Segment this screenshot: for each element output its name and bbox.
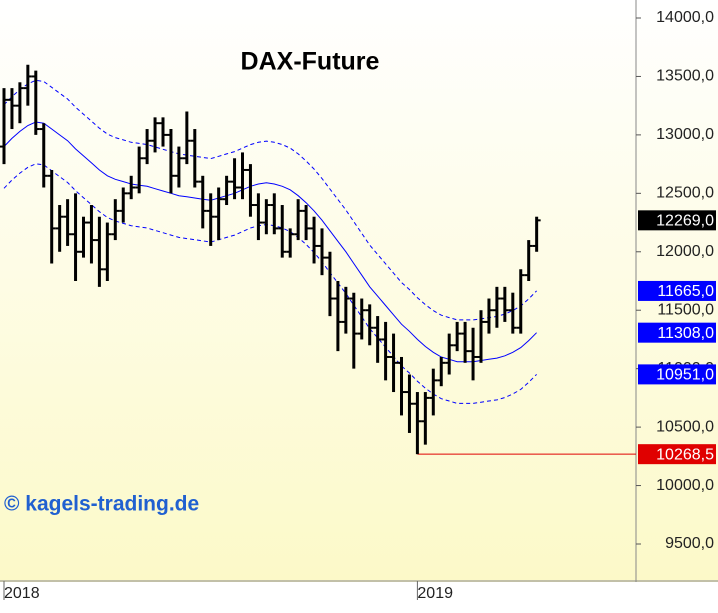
y-tick-label: 11500,0: [657, 301, 714, 318]
y-tick-label: 10500,0: [656, 418, 714, 435]
chart-title: DAX-Future: [241, 48, 380, 76]
plot-background: [0, 0, 718, 582]
band-marker: [638, 280, 716, 301]
last-price-marker: [638, 210, 716, 231]
band-line: [3, 79, 537, 321]
y-tick-label: 12500,0: [656, 185, 714, 202]
y-tick-label: 9500,0: [665, 535, 714, 552]
band-marker: [638, 322, 716, 343]
y-tick-label: 13000,0: [656, 126, 714, 143]
x-tick-label: 2018: [4, 585, 40, 602]
band-marker: [638, 364, 716, 385]
support-marker: [638, 444, 716, 465]
support-marker-label: 10268,5: [656, 446, 714, 463]
band-marker-label: 11308,0: [657, 325, 714, 342]
watermark: © kagels-trading.de: [4, 493, 199, 516]
y-tick-label: 10000,0: [656, 477, 714, 494]
band-marker-label: 11665,0: [657, 283, 714, 300]
last-price-marker-label: 12269,0: [656, 213, 714, 230]
y-tick-label: 14000,0: [656, 9, 714, 26]
y-tick-label: 13500,0: [656, 68, 714, 85]
y-tick-label: 12000,0: [656, 243, 714, 260]
band-marker-label: 10951,0: [656, 367, 714, 384]
x-tick-label: 2019: [417, 585, 453, 602]
